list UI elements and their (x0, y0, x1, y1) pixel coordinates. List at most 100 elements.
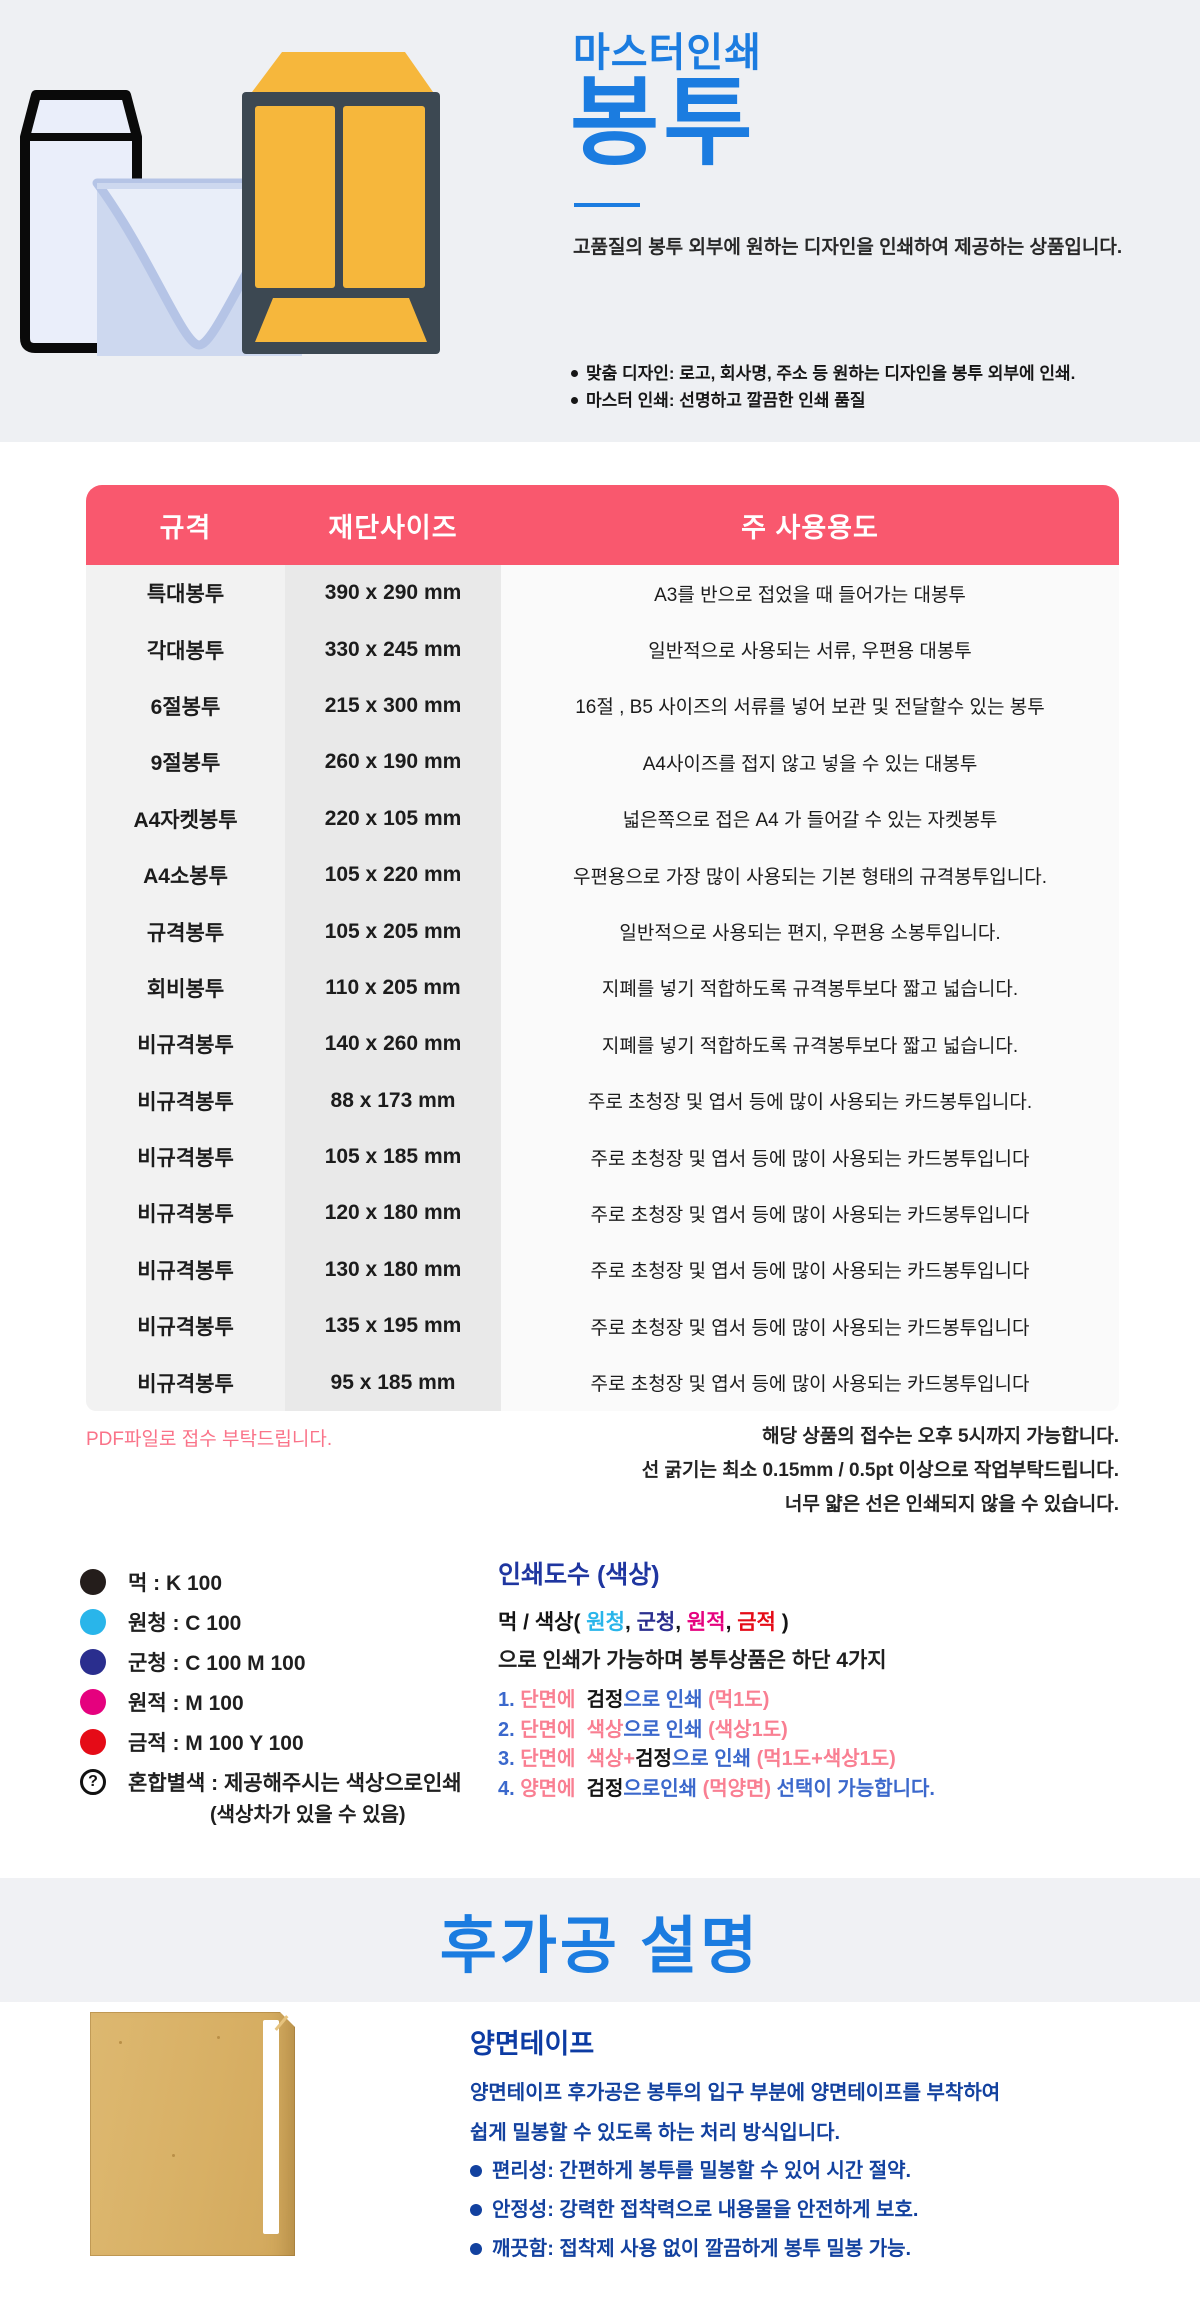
text-segment: 1. (498, 1689, 521, 1711)
text-segment: (먹양면) (702, 1777, 772, 1800)
brand-label: 마스터인쇄 (573, 31, 762, 75)
ink-swatch-list: 먹 : K 100 원청 : C 100 군청 : C 100 M 100 원적 : … (80, 1562, 500, 1828)
envelope-corner-notch (280, 2012, 295, 2027)
finishing-bullet-list: 편리성: 간편하게 봉투를 밀봉할 수 있어 시간 절약. 안정성: 강력한 접… (470, 2152, 918, 2269)
ink-swatch-row: 원청 : C 100 (80, 1602, 500, 1642)
finishing-band: 후가공 설명 (0, 1878, 1200, 2002)
table-cell-usage: 16절 , B5 사이즈의 서류를 넣어 보관 및 전달할수 있는 봉투 (501, 677, 1119, 735)
finishing-paragraph: 양면테이프 후가공은 봉투의 입구 부분에 양면테이프를 부착하여 (470, 2082, 1001, 2104)
text-segment: 금적 (737, 1611, 776, 1634)
swatch-label: 혼합별색 : 제공해주시는 색상으로인쇄 (128, 1772, 462, 1795)
pdf-submission-note: PDF파일로 접수 부탁드립니다. (86, 1429, 333, 1450)
finishing-band-title: 후가공 설명 (439, 1912, 761, 1981)
table-cell-size: 105 x 220 mm (285, 846, 501, 904)
table-row: 비규격봉투 130 x 180 mm 주로 초청장 및 엽서 등에 많이 사용되는 … (86, 1241, 1119, 1299)
table-cell-size: 105 x 185 mm (285, 1128, 501, 1186)
spec-table-header: 규격 재단사이즈 주 사용용도 (86, 485, 1119, 565)
table-row: 비규격봉투 135 x 195 mm 주로 초청장 및 엽서 등에 많이 사용되는 … (86, 1298, 1119, 1355)
order-note-line: 해당 상품의 접수는 오후 5시까지 가능합니다. (762, 1426, 1119, 1447)
column-header-cut-size: 재단사이즈 (328, 512, 458, 543)
table-row: A4자켓봉투 220 x 105 mm 넓은쪽으로 접은 A4 가 들어갈 수 있는… (86, 790, 1119, 847)
ink-swatch-row: 원적 : M 100 (80, 1682, 500, 1722)
finishing-bullet: 편리성: 간편하게 봉투를 밀봉할 수 있어 시간 절약. (470, 2152, 918, 2191)
color-dot-icon (80, 1609, 106, 1635)
table-cell-size: 88 x 173 mm (285, 1072, 501, 1129)
text-segment: 으로인쇄 (623, 1777, 703, 1800)
table-cell-name: 규격봉투 (86, 903, 285, 960)
table-cell-usage: A3를 반으로 접었을 때 들어가는 대봉투 (501, 565, 1119, 622)
text-segment: 4. (498, 1777, 521, 1800)
table-cell-usage: 일반적으로 사용되는 서류, 우편용 대봉투 (501, 621, 1119, 678)
swatch-label: 원청 : C 100 (128, 1612, 242, 1635)
table-cell-name: 9절봉투 (86, 734, 285, 791)
table-cell-usage: 주로 초청장 및 엽서 등에 많이 사용되는 카드봉투입니다 (501, 1298, 1119, 1355)
table-cell-name: 비규격봉투 (86, 1185, 285, 1242)
table-row: 각대봉투 330 x 245 mm 일반적으로 사용되는 서류, 우편용 대봉투 (86, 621, 1119, 678)
print-option-2: 2. 단면에 색상으로 인쇄 (색상1도) (498, 1716, 935, 1746)
table-row: 비규격봉투 105 x 185 mm 주로 초청장 및 엽서 등에 많이 사용되는 … (86, 1128, 1119, 1186)
title-underline (574, 203, 640, 207)
finishing-bullet: 깨끗함: 접착제 사용 없이 깔끔하게 봉투 밀봉 가능. (470, 2230, 918, 2269)
text-segment: 3. (498, 1748, 521, 1770)
table-row: 규격봉투 105 x 205 mm 일반적으로 사용되는 편지, 우편용 소봉투입니… (86, 903, 1119, 960)
text-segment: , (675, 1611, 687, 1634)
color-dot-icon (80, 1569, 106, 1595)
feature-bullet: 마스터 인쇄: 선명하고 깔끔한 인쇄 품질 (571, 387, 1075, 414)
table-cell-usage: 주로 초청장 및 엽서 등에 많이 사용되는 카드봉투입니다 (501, 1354, 1119, 1411)
ink-swatch-row: 먹 : K 100 (80, 1562, 500, 1602)
text-segment: 원적 (686, 1611, 726, 1634)
table-cell-usage: 넓은쪽으로 접은 A4 가 들어갈 수 있는 자켓봉투 (501, 790, 1119, 847)
table-cell-size: 140 x 260 mm (285, 1016, 501, 1073)
question-mark-icon: ? (80, 1769, 106, 1795)
table-cell-size: 105 x 205 mm (285, 903, 501, 960)
print-option-3: 3. 단면에 색상+검정으로 인쇄 (먹1도+색상1도) (498, 1745, 935, 1775)
table-cell-name: 비규격봉투 (86, 1354, 285, 1411)
product-description: 고품질의 봉투 외부에 원하는 디자인을 인쇄하여 제공하는 상품입니다. (573, 237, 1123, 258)
color-dot-icon (80, 1689, 106, 1715)
text-segment: 단면에 (520, 1718, 576, 1741)
text-segment: 으로 인쇄 (623, 1718, 709, 1741)
print-option-list: 1. 단면에 검정으로 인쇄 (먹1도) 2. 단면에 색상으로 인쇄 (색상1… (498, 1686, 935, 1804)
text-segment (575, 1689, 586, 1711)
text-segment (575, 1748, 586, 1770)
swatch-label: 금적 : M 100 Y 100 (128, 1732, 304, 1755)
paper-speckle (172, 2153, 175, 2157)
paper-speckle (217, 2036, 221, 2040)
table-row: 비규격봉투 120 x 180 mm 주로 초청장 및 엽서 등에 많이 사용되는 … (86, 1185, 1119, 1242)
swatch-sublabel: (색상차가 있을 수 있음) (210, 1804, 406, 1826)
text-segment: (먹1도+색상1도) (756, 1748, 896, 1770)
tape-strip (263, 2020, 279, 2234)
finishing-bullet: 안정성: 강력한 접착력으로 내용물을 안전하게 보호. (470, 2191, 918, 2230)
table-cell-usage: 주로 초청장 및 엽서 등에 많이 사용되는 카드봉투입니다. (501, 1072, 1119, 1129)
finishing-paragraph: 쉽게 밀봉할 수 있도록 하는 처리 방식입니다. (470, 2122, 841, 2144)
swatch-label: 원적 : M 100 (128, 1692, 244, 1715)
text-segment: 색상+ (586, 1748, 636, 1770)
table-row: 비규격봉투 88 x 173 mm 주로 초청장 및 엽서 등에 많이 사용되는 카… (86, 1072, 1119, 1129)
ink-swatch-row: 군청 : C 100 M 100 (80, 1642, 500, 1682)
table-row: 비규격봉투 95 x 185 mm 주로 초청장 및 엽서 등에 많이 사용되는 카… (86, 1354, 1119, 1411)
table-cell-usage: 주로 초청장 및 엽서 등에 많이 사용되는 카드봉투입니다 (501, 1128, 1119, 1186)
table-row: 특대봉투 390 x 290 mm A3를 반으로 접었을 때 들어가는 대봉투 (86, 565, 1119, 622)
color-dot-icon (80, 1729, 106, 1755)
table-cell-size: 120 x 180 mm (285, 1185, 501, 1242)
order-note-line: 선 굵기는 최소 0.15mm / 0.5pt 이상으로 작업부탁드립니다. (641, 1460, 1119, 1481)
column-header-usage: 주 사용용도 (741, 512, 879, 543)
table-cell-size: 95 x 185 mm (285, 1354, 501, 1411)
text-segment: 먹 / 색상( (498, 1611, 587, 1634)
spec-table: 규격 재단사이즈 주 사용용도 특대봉투 390 x 290 mm A3를 반으로 … (86, 485, 1119, 1411)
color-dot-icon (80, 1649, 106, 1675)
text-segment: 으로 인쇄 (671, 1748, 757, 1770)
swatch-label: 먹 : K 100 (128, 1572, 223, 1595)
text-segment: 색상 (586, 1718, 624, 1741)
ink-color-line: 먹 / 색상( 원청, 군청, 원적, 금적 ) (498, 1606, 789, 1636)
table-cell-usage: 우편용으로 가장 많이 사용되는 기본 형태의 규격봉투입니다. (501, 846, 1119, 904)
table-cell-usage: 주로 초청장 및 엽서 등에 많이 사용되는 카드봉투입니다 (501, 1241, 1119, 1299)
text-segment: (색상1도) (708, 1718, 788, 1741)
text-segment (575, 1778, 586, 1800)
table-cell-size: 260 x 190 mm (285, 734, 501, 791)
text-segment: 으로 인쇄 (623, 1689, 709, 1711)
table-cell-name: 비규격봉투 (86, 1016, 285, 1073)
table-cell-name: 회비봉투 (86, 959, 285, 1017)
order-note-line: 너무 얇은 선은 인쇄되지 않을 수 있습니다. (784, 1494, 1119, 1515)
text-segment: , (725, 1611, 738, 1634)
